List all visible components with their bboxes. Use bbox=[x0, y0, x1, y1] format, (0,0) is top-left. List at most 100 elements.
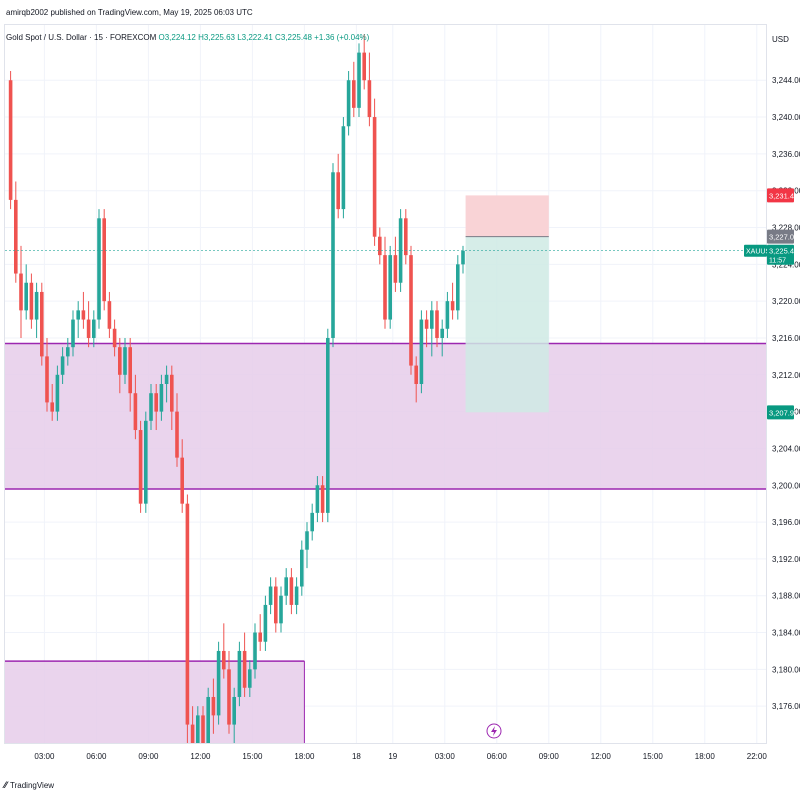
price-tick-label: 3,240.00 bbox=[772, 113, 800, 122]
candle bbox=[253, 623, 257, 679]
current-price-label: 3,225.48 bbox=[769, 247, 798, 256]
candle bbox=[45, 337, 49, 412]
candle bbox=[40, 282, 44, 366]
candle-body bbox=[76, 310, 80, 320]
currency-label[interactable]: USD bbox=[772, 35, 789, 44]
price-tick-label: 3,192.00 bbox=[772, 555, 800, 564]
footer-branding[interactable]: ⁄⁄ TradingView bbox=[4, 780, 54, 790]
candle bbox=[440, 319, 444, 357]
candle-body bbox=[133, 393, 138, 431]
entry-price-label-bg bbox=[767, 229, 794, 244]
zone-rect bbox=[5, 661, 305, 743]
candle-body bbox=[8, 80, 13, 200]
candle bbox=[404, 209, 408, 265]
candle bbox=[232, 687, 236, 743]
take-profit-area[interactable] bbox=[465, 236, 549, 413]
candle-body bbox=[248, 669, 252, 688]
candle-body bbox=[55, 374, 60, 412]
price-tick-label: 3,228.00 bbox=[772, 224, 800, 233]
candle-body bbox=[196, 715, 200, 743]
time-tick-label: 12:00 bbox=[591, 752, 612, 761]
time-tick-label: 12:00 bbox=[190, 752, 211, 761]
candle bbox=[133, 374, 138, 440]
candle bbox=[320, 476, 325, 523]
candle bbox=[154, 384, 158, 431]
price-axis[interactable]: 3,244.003,240.003,236.003,232.003,228.00… bbox=[772, 76, 800, 711]
candle bbox=[102, 209, 106, 311]
tradingview-brand: TradingView bbox=[10, 780, 55, 790]
time-tick-label: 09:00 bbox=[138, 752, 159, 761]
bar-countdown-label: 11:57 bbox=[769, 258, 786, 265]
candle bbox=[367, 52, 372, 127]
current-price-label-bg bbox=[767, 244, 794, 265]
time-tick-label: 03:00 bbox=[435, 752, 456, 761]
candle-body bbox=[336, 172, 340, 210]
time-axis[interactable]: 03:00 06:00 09:00 12:00 15:00 18:00 18 19 03:00 0… bbox=[34, 752, 767, 761]
candle bbox=[346, 71, 351, 136]
flash-icon[interactable] bbox=[486, 723, 502, 739]
candle-body bbox=[92, 319, 96, 338]
candle bbox=[170, 365, 174, 431]
candle bbox=[118, 337, 122, 394]
candle-body bbox=[409, 255, 413, 366]
candle bbox=[164, 365, 169, 403]
symbol-legend[interactable]: Gold Spot / U.S. Dollar · 15 · FOREXCOM … bbox=[6, 33, 369, 42]
candle bbox=[29, 273, 34, 329]
candle-body bbox=[435, 310, 439, 338]
candle bbox=[294, 577, 299, 615]
price-tick-label: 3,204.00 bbox=[772, 444, 800, 453]
candle bbox=[352, 61, 356, 118]
candle bbox=[326, 328, 330, 523]
stop-loss-area[interactable] bbox=[465, 195, 549, 237]
candle-body bbox=[357, 52, 361, 108]
candle-body bbox=[149, 393, 153, 421]
candle-body bbox=[34, 291, 39, 320]
candle-body bbox=[97, 218, 101, 320]
candle-body bbox=[180, 457, 184, 504]
time-tick-label: 19 bbox=[388, 752, 397, 761]
candle-body bbox=[216, 650, 221, 716]
time-tick-label: 15:00 bbox=[242, 752, 263, 761]
symbol-title[interactable]: Gold Spot / U.S. Dollar · 15 · FOREXCOM bbox=[6, 33, 157, 42]
candle-body bbox=[274, 586, 278, 624]
candle-body bbox=[341, 126, 346, 210]
candle bbox=[274, 577, 278, 633]
time-tick-label: 15:00 bbox=[643, 752, 664, 761]
candle bbox=[149, 384, 153, 431]
candle-body bbox=[206, 696, 210, 743]
candle-body bbox=[263, 604, 268, 642]
price-tick-label: 3,236.00 bbox=[772, 150, 800, 159]
candle bbox=[378, 227, 382, 265]
candle-body bbox=[346, 80, 351, 127]
candle-body bbox=[388, 255, 392, 320]
candle-body bbox=[123, 347, 127, 375]
candle-body bbox=[24, 282, 28, 311]
candle bbox=[144, 411, 148, 513]
short-position-tool[interactable] bbox=[465, 195, 549, 413]
price-tick-label: 3,184.00 bbox=[772, 629, 800, 638]
candle bbox=[393, 236, 398, 292]
candle-body bbox=[71, 319, 75, 348]
candle bbox=[409, 245, 413, 375]
candle bbox=[258, 614, 262, 651]
candle-body bbox=[383, 255, 387, 320]
candle-body bbox=[138, 430, 143, 504]
candle bbox=[336, 153, 340, 219]
candle-body bbox=[372, 117, 377, 237]
candle-body bbox=[40, 291, 44, 357]
target-price-label-bg bbox=[767, 405, 794, 420]
candle bbox=[14, 181, 18, 283]
candle-body bbox=[367, 80, 372, 118]
candle bbox=[357, 43, 361, 118]
candle-body bbox=[258, 632, 262, 642]
candle bbox=[138, 420, 143, 513]
candle-body bbox=[331, 172, 335, 338]
candle bbox=[300, 540, 304, 596]
candle bbox=[19, 245, 23, 338]
candle bbox=[227, 650, 231, 734]
candle bbox=[289, 568, 294, 615]
candle bbox=[331, 163, 335, 348]
price-tick-label: 3,200.00 bbox=[772, 481, 800, 490]
